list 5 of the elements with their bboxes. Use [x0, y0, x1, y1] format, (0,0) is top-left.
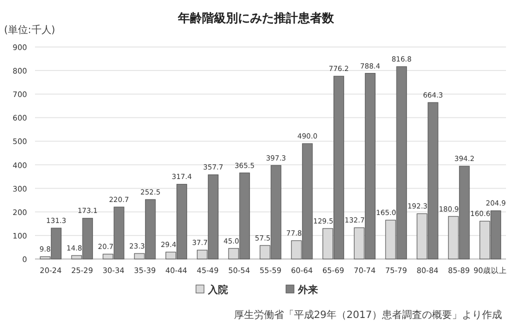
- y-axis-title: (単位:千人): [4, 24, 56, 36]
- chart-title: 年齢階級別にみた推計患者数: [177, 11, 335, 25]
- text: 厚生労働省「平成29年（2017）患者調査の概要」より作成: [234, 309, 502, 321]
- legend-label: 外来: [297, 284, 318, 296]
- legend-label: 入院: [207, 284, 228, 296]
